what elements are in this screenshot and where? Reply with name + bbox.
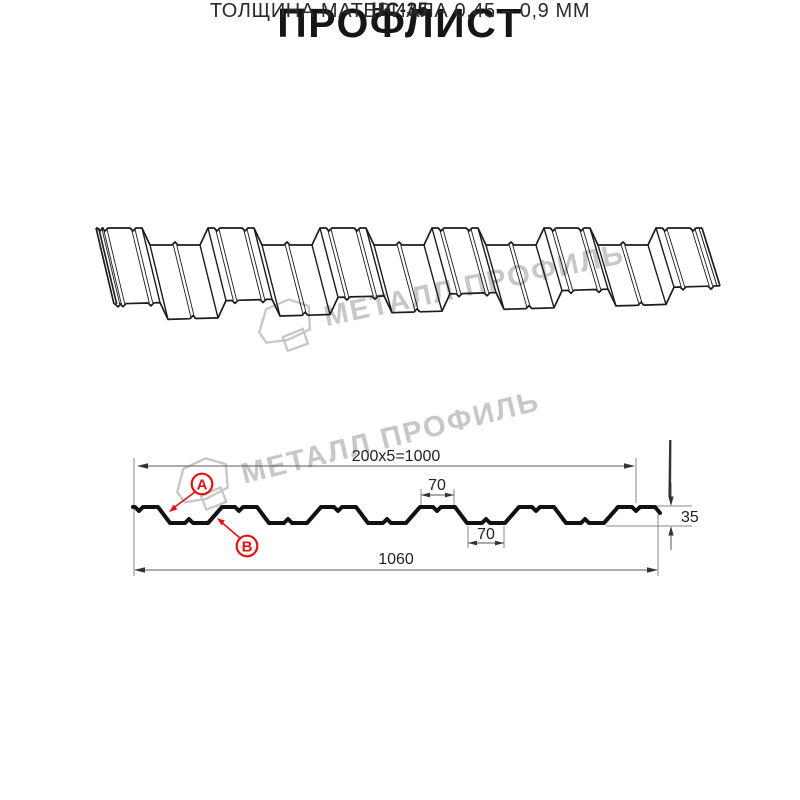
callout-a: A bbox=[169, 472, 214, 512]
dimension-overall-width: 1060 bbox=[134, 551, 658, 573]
label-a: A bbox=[197, 477, 208, 494]
dim-height-label: 35 bbox=[681, 509, 699, 526]
dimension-height: 35 bbox=[606, 440, 699, 550]
dimension-rib-bottom: 70 bbox=[467, 526, 505, 548]
profile-cross-section bbox=[131, 505, 662, 525]
model-subtitle: НС-35 bbox=[371, 0, 429, 21]
profile-sheet-3d-drawing bbox=[95, 227, 721, 321]
label-b: B bbox=[242, 539, 253, 556]
dimension-coverage: 200x5=1000 bbox=[137, 448, 635, 469]
cross-section-drawing: 200x5=1000 70 70 35 1060 bbox=[131, 440, 699, 576]
page-title: ПРОФЛИСТ bbox=[277, 0, 523, 46]
extension-lines bbox=[133, 458, 659, 576]
thickness-caption: ТОЛЩИНА МАТЕРИАЛА 0,45 – 0,9 ММ bbox=[209, 0, 591, 22]
dim-rib-top-label: 70 bbox=[428, 477, 446, 494]
dim-overall-width-label: 1060 bbox=[378, 551, 414, 568]
dim-coverage-label: 200x5=1000 bbox=[352, 448, 441, 465]
dim-rib-bottom-label: 70 bbox=[477, 526, 495, 543]
dimension-rib-top: 70 bbox=[420, 477, 455, 505]
callout-b: B bbox=[217, 518, 259, 558]
